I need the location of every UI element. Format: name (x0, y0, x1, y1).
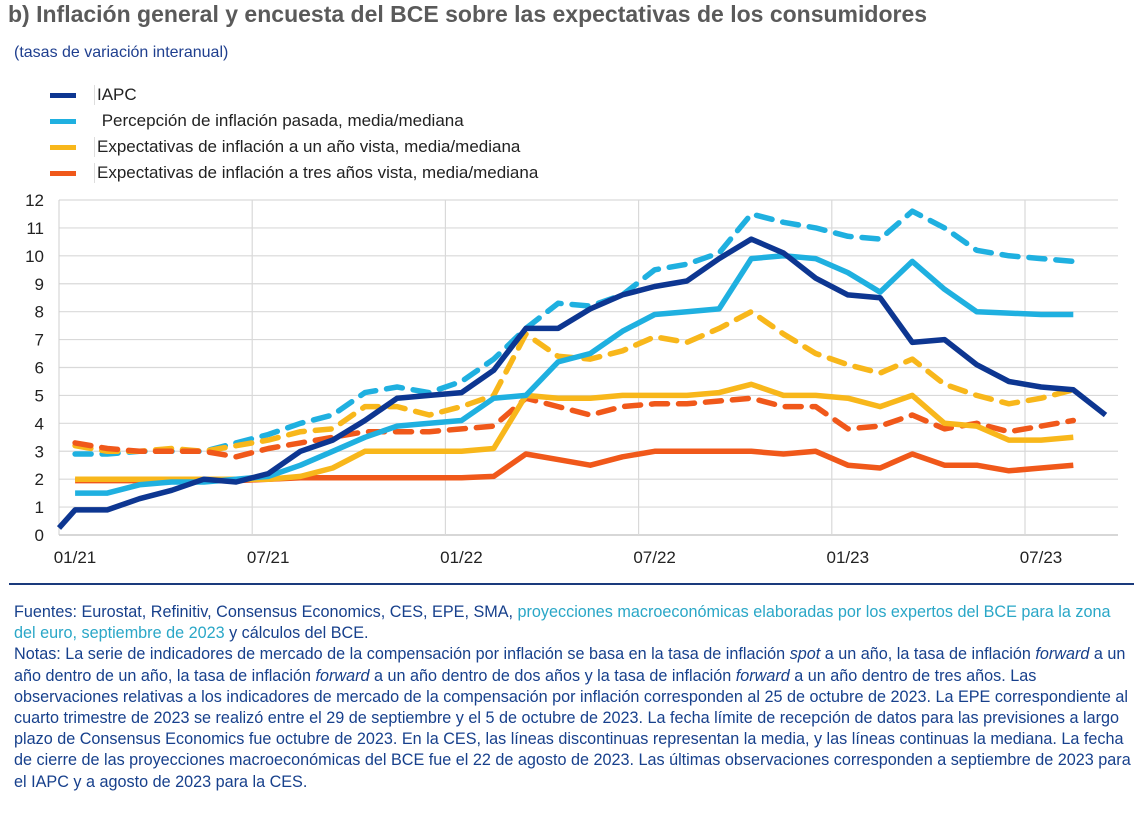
series-lines (56, 208, 1108, 530)
x-tick-label: 07/23 (1020, 548, 1063, 567)
y-tick-label: 8 (35, 303, 44, 322)
y-tick-label: 4 (35, 414, 44, 433)
legend-item-iapc: IAPC (50, 82, 538, 108)
legend-label: Expectativas de inflación a tres años vi… (94, 163, 538, 183)
y-tick-label: 3 (35, 442, 44, 461)
legend-label: Percepción de inflación pasada, media/me… (97, 111, 464, 130)
notes-italic: forward (735, 666, 790, 685)
notes-text: a un año dentro de tres años. Las observ… (14, 666, 1131, 791)
notes-text: a un año dentro de un año, la tasa de in… (14, 645, 1126, 685)
legend-label: Expectativas de inflación a un año vista… (94, 137, 520, 157)
chart-title: b) Inflación general y encuesta del BCE … (8, 1, 928, 27)
notes-text: a un año, la tasa de inflación (820, 645, 1036, 664)
x-tick-label: 01/22 (440, 548, 483, 567)
series-line-expectativas-de-inflación-a-tres-años-vista-media (72, 395, 1077, 460)
gridlines (58, 199, 1118, 536)
sources-note: Fuentes: Eurostat, Refinitiv, Consensus … (14, 602, 1134, 644)
x-tick-label: 01/23 (827, 548, 870, 567)
y-tick-label: 10 (25, 247, 44, 266)
series-line-iapc (56, 236, 1108, 530)
divider (9, 583, 1134, 585)
legend-swatch-three-year (50, 170, 76, 176)
notes-italic: forward (315, 666, 370, 685)
notes: Notas: La serie de indicadores de mercad… (14, 644, 1134, 792)
y-tick-label: 5 (35, 386, 44, 405)
legend-item-three-year: Expectativas de inflación a tres años vi… (50, 160, 538, 186)
y-tick-label: 6 (35, 359, 44, 378)
y-tick-label: 12 (25, 191, 44, 210)
y-tick-label: 0 (35, 526, 44, 545)
x-axis-ticks: 01/21 07/21 01/22 07/22 01/23 07/23 (54, 548, 1063, 567)
notes-italic: forward (1035, 645, 1090, 664)
x-tick-label: 07/21 (247, 548, 290, 567)
sources-text: Fuentes: Eurostat, Refinitiv, Consensus … (14, 603, 518, 621)
legend-swatch-iapc (50, 92, 76, 98)
notes-italic: spot (789, 645, 821, 664)
footnotes: Fuentes: Eurostat, Refinitiv, Consensus … (14, 602, 1134, 793)
legend-swatch-perception (50, 118, 76, 124)
series-line-percepción-de-inflación-pasada-media (72, 208, 1077, 457)
legend-item-perception: Percepción de inflación pasada, media/me… (50, 108, 538, 134)
legend-swatch-one-year (50, 144, 76, 150)
x-tick-label: 07/22 (633, 548, 676, 567)
chart-subtitle: (tasas de variación interanual) (14, 44, 229, 61)
y-tick-label: 11 (26, 219, 44, 238)
sources-suffix: y cálculos del BCE. (224, 624, 369, 643)
series-line-expectativas-de-inflación-a-un-año-vista-media (72, 308, 1077, 455)
notes-text: a un año dentro de dos años y la tasa de… (369, 666, 736, 685)
y-tick-label: 9 (35, 275, 44, 294)
legend: IAPC Percepción de inflación pasada, med… (50, 82, 538, 186)
projections-link[interactable]: proyecciones macroeconómicas elaboradas … (14, 603, 1111, 643)
y-tick-label: 7 (35, 331, 44, 350)
x-tick-label: 01/21 (54, 548, 97, 567)
legend-label: IAPC (94, 85, 137, 105)
legend-item-one-year: Expectativas de inflación a un año vista… (50, 134, 538, 160)
notes-text: Notas: La serie de indicadores de mercad… (14, 645, 790, 664)
y-tick-label: 2 (35, 470, 44, 489)
y-tick-label: 1 (35, 498, 44, 517)
